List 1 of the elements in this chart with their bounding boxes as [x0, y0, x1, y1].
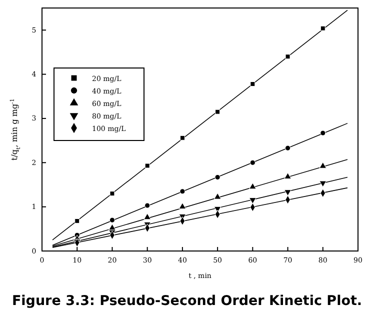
caption: Figure 3.3: Pseudo-Second Order Kinetic Plot. — [12, 293, 362, 309]
